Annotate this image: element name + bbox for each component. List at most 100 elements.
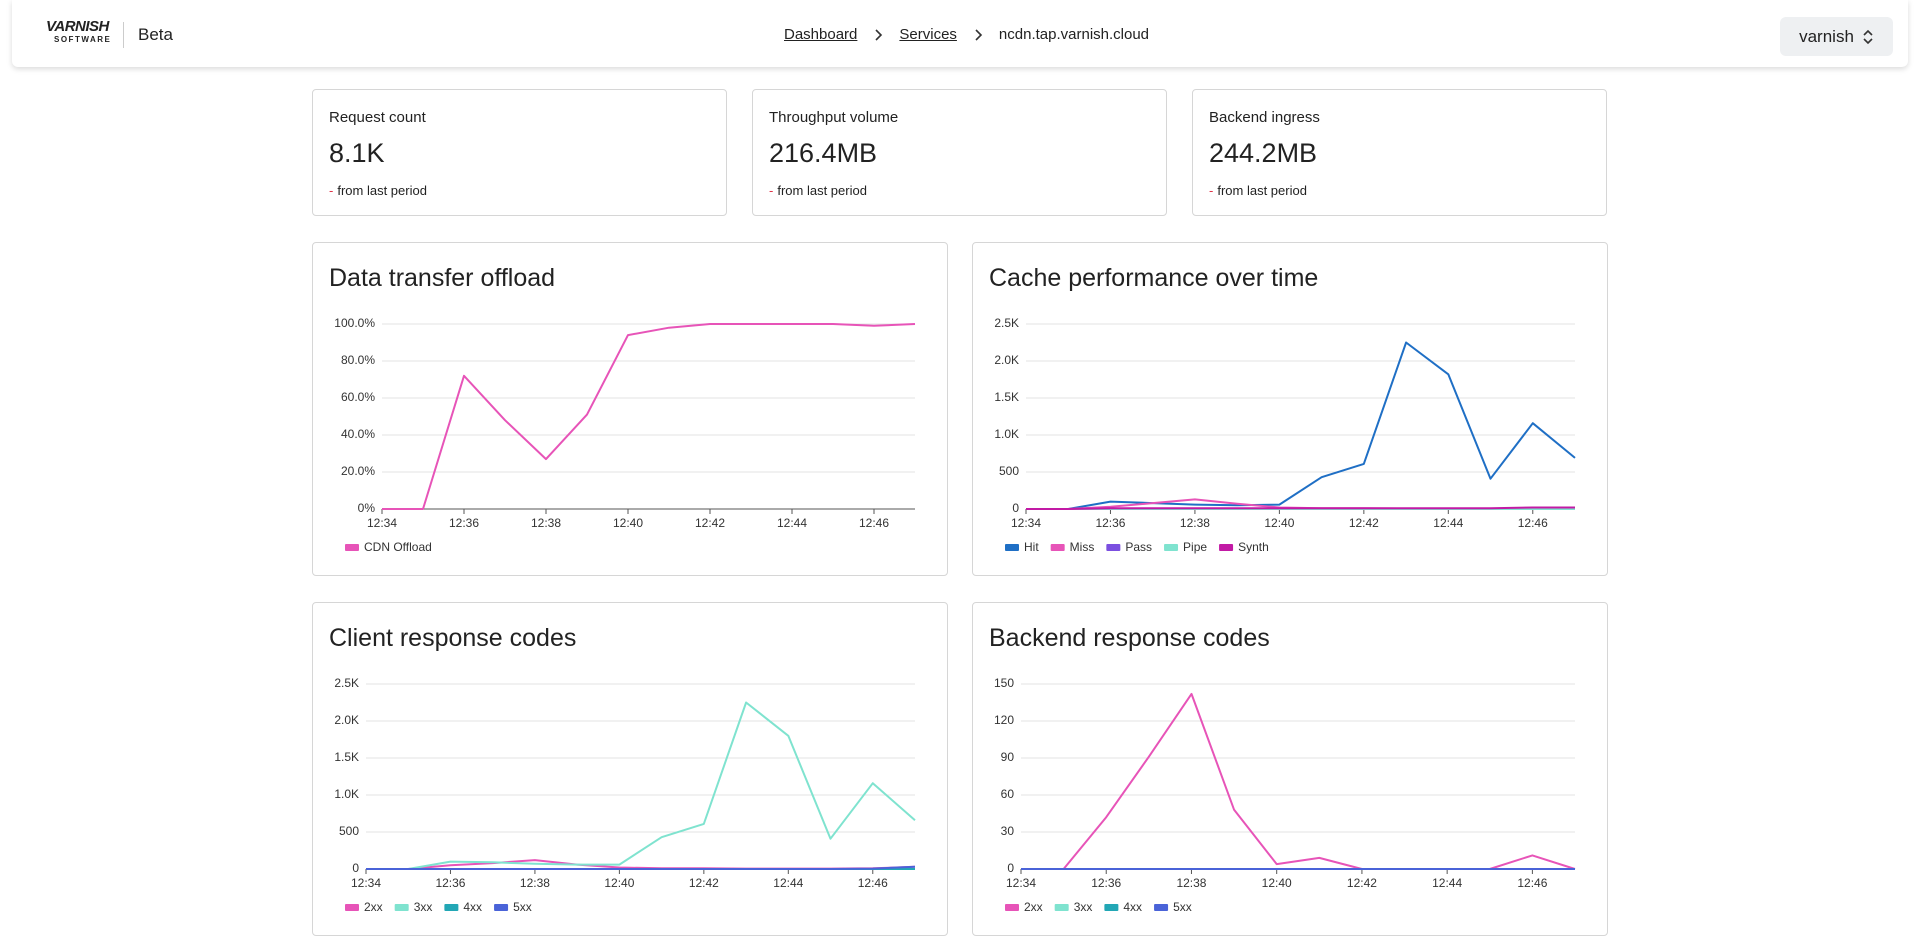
- x-tick-label: 12:38: [1176, 876, 1206, 890]
- y-tick-label: 2.5K: [994, 316, 1019, 330]
- x-tick-label: 12:38: [520, 876, 550, 890]
- updown-icon: [1863, 29, 1873, 44]
- y-tick-label: 0: [1012, 501, 1019, 515]
- y-tick-label: 0%: [358, 501, 376, 515]
- stat-label: Request count: [329, 109, 426, 126]
- x-tick-label: 12:46: [1518, 516, 1548, 530]
- legend-label: 3xx: [1074, 900, 1093, 914]
- divider: [123, 22, 124, 48]
- legend-label: 4xx: [1123, 900, 1142, 914]
- logo[interactable]: VARNISH SOFTWARE: [40, 18, 111, 44]
- y-tick-label: 1.5K: [994, 390, 1019, 404]
- stat-label: Backend ingress: [1209, 109, 1320, 126]
- stat-value: 8.1K: [329, 138, 385, 168]
- y-tick-label: 40.0%: [341, 427, 375, 441]
- chart-card: Data transfer offload 0% 20.0% 40.0% 60.0% 80…: [312, 242, 948, 576]
- x-tick-label: 12:44: [777, 516, 807, 530]
- account-name: varnish: [1799, 26, 1854, 46]
- header: VARNISH SOFTWARE Beta Dashboard Services…: [12, 0, 1908, 67]
- legend-label: Miss: [1070, 540, 1095, 554]
- stat-card: Request count 8.1K - from last period: [312, 89, 727, 216]
- y-tick-label: 60.0%: [341, 390, 375, 404]
- breadcrumb-link[interactable]: Services: [899, 26, 957, 43]
- chart-card: Client response codes 0 500 1.0K 1.5K 2.0K 2.5…: [312, 602, 948, 936]
- legend-label: 2xx: [364, 900, 383, 914]
- y-tick-label: 150: [994, 676, 1014, 690]
- x-tick-label: 12:36: [435, 876, 465, 890]
- x-tick-label: 12:34: [351, 876, 381, 890]
- x-tick-label: 12:42: [1347, 876, 1377, 890]
- x-tick-label: 12:44: [1432, 876, 1462, 890]
- breadcrumb-link[interactable]: Dashboard: [784, 26, 858, 43]
- x-tick-label: 12:36: [1095, 516, 1125, 530]
- legend-swatch: [494, 904, 509, 911]
- stat-note-text: from last period: [1217, 183, 1307, 198]
- chart-card: Cache performance over time 0 500 1.0K 1.5K 2…: [972, 242, 1608, 576]
- legend-label: Hit: [1024, 540, 1039, 554]
- y-tick-label: 80.0%: [341, 353, 375, 367]
- y-tick-label: 100.0%: [334, 316, 375, 330]
- chart: Cache performance over time 0 500 1.0K 1.5K 2…: [989, 264, 1576, 554]
- x-tick-label: 12:34: [1006, 876, 1036, 890]
- stat-note-text: from last period: [777, 183, 867, 198]
- series-line: [1026, 341, 1576, 510]
- legend-swatch: [1219, 544, 1234, 551]
- chart: Data transfer offload 0% 20.0% 40.0% 60.0% 80…: [329, 264, 916, 554]
- y-tick-label: 1.0K: [994, 427, 1019, 441]
- logo-text: VARNISH: [46, 18, 109, 35]
- chevron: [875, 28, 883, 41]
- legend-label: 5xx: [1173, 900, 1192, 914]
- y-tick-label: 500: [999, 464, 1019, 478]
- legend-label: Synth: [1238, 540, 1269, 554]
- stat-label: Throughput volume: [769, 109, 899, 126]
- legend-swatch: [444, 904, 459, 911]
- stat-card: Backend ingress 244.2MB - from last period: [1192, 89, 1607, 216]
- x-tick-label: 12:40: [613, 516, 643, 530]
- y-tick-label: 0: [352, 861, 359, 875]
- x-tick-label: 12:46: [858, 876, 888, 890]
- x-tick-label: 12:46: [1517, 876, 1547, 890]
- x-tick-label: 12:40: [1262, 876, 1292, 890]
- y-tick-label: 30: [1001, 824, 1015, 838]
- legend-swatch: [1005, 544, 1019, 551]
- stat-note: - from last period: [329, 183, 427, 198]
- series-line: [1021, 692, 1576, 870]
- x-tick-label: 12:36: [449, 516, 479, 530]
- legend-label: 3xx: [414, 900, 433, 914]
- account-selector[interactable]: varnish: [1780, 17, 1893, 56]
- legend-swatch: [1164, 544, 1179, 551]
- stat-value: 244.2MB: [1209, 138, 1318, 168]
- y-tick-label: 0: [1007, 861, 1014, 875]
- legend-swatch: [345, 544, 359, 551]
- y-tick-label: 120: [994, 713, 1014, 727]
- stat-change: -: [329, 183, 334, 198]
- series-line: [366, 865, 916, 870]
- x-tick-label: 12:44: [773, 876, 803, 890]
- x-tick-label: 12:38: [1180, 516, 1210, 530]
- legend-label: 2xx: [1024, 900, 1043, 914]
- legend-label: CDN Offload: [364, 540, 432, 554]
- legend-swatch: [394, 904, 409, 911]
- breadcrumb-current: ncdn.tap.varnish.cloud: [998, 26, 1150, 43]
- x-tick-label: 12:42: [689, 876, 719, 890]
- chart-card: Backend response codes 0 30 60 90 120 150 12:34…: [972, 602, 1608, 936]
- chart-title: Data transfer offload: [329, 264, 555, 292]
- series-line: [366, 701, 916, 870]
- stat-value: 216.4MB: [769, 138, 878, 168]
- legend-swatch: [345, 904, 359, 911]
- series-line: [1026, 506, 1575, 510]
- y-tick-label: 2.0K: [994, 353, 1019, 367]
- y-tick-label: 60: [1001, 787, 1015, 801]
- stat-change: -: [769, 183, 774, 198]
- legend-label: Pass: [1125, 540, 1152, 554]
- x-tick-label: 12:44: [1433, 516, 1463, 530]
- legend-swatch: [1005, 904, 1019, 911]
- legend-swatch: [1050, 544, 1065, 551]
- stat-card: Throughput volume 216.4MB - from last perio…: [752, 89, 1167, 216]
- y-tick-label: 1.5K: [334, 750, 359, 764]
- y-tick-label: 1.0K: [334, 787, 359, 801]
- chart-title: Client response codes: [329, 624, 576, 652]
- stat-note: - from last period: [769, 183, 867, 198]
- x-tick-label: 12:34: [367, 516, 397, 530]
